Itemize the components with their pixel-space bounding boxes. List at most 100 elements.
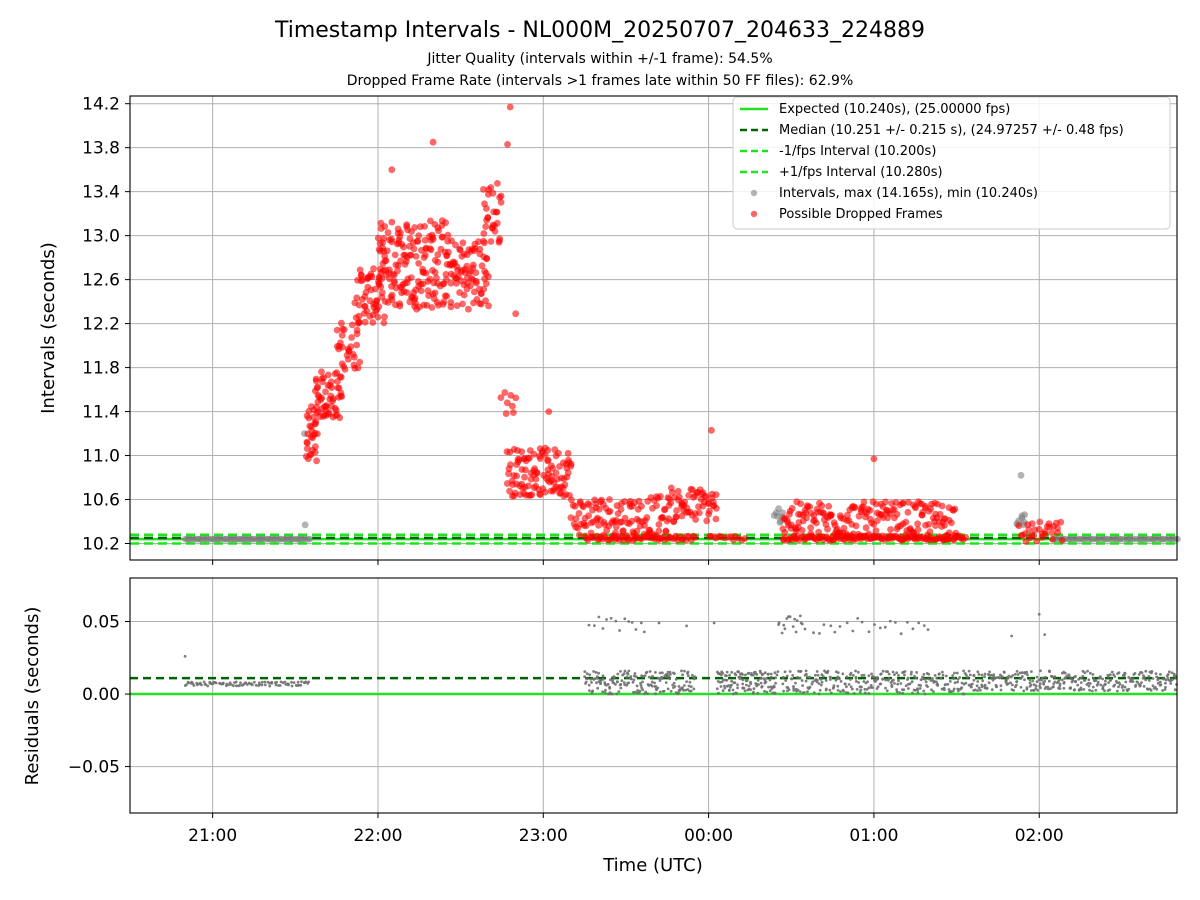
residual-point	[656, 676, 660, 680]
residual-point	[935, 676, 939, 680]
residual-point	[824, 679, 828, 682]
residual-point	[829, 624, 833, 628]
residual-point	[641, 688, 645, 692]
dropped-frame-point	[872, 500, 880, 508]
residual-point	[810, 682, 814, 686]
residual-point	[664, 681, 668, 684]
residual-point	[923, 678, 927, 681]
dropped-frame-point	[412, 253, 420, 260]
dropped-frame-point	[1041, 530, 1049, 538]
residual-point	[608, 686, 612, 690]
residual-point	[721, 671, 725, 675]
dropped-frame-point	[914, 520, 921, 528]
residual-point	[990, 688, 994, 692]
residual-point	[849, 671, 853, 675]
residual-point	[819, 683, 823, 687]
dropped-frame-point	[741, 535, 749, 542]
dropped-frame-point	[927, 505, 935, 513]
residual-point	[999, 673, 1002, 677]
dropped-frame-point	[381, 223, 389, 230]
residual-point	[971, 682, 974, 686]
intervals-y-tick-label: 14.2	[82, 95, 120, 115]
dropped-frame-point	[512, 394, 520, 402]
dropped-frame-point	[504, 141, 511, 148]
residual-point	[1070, 680, 1074, 684]
residual-point	[782, 689, 785, 693]
dropped-frame-point	[502, 410, 510, 417]
residual-point	[1142, 674, 1145, 677]
residual-point	[784, 679, 788, 682]
residual-point	[781, 682, 785, 686]
dropped-frame-point	[702, 492, 710, 500]
residual-point	[952, 687, 956, 691]
legend: Expected (10.240s), (25.00000 fps) Media…	[732, 96, 1171, 230]
dropped-frame-point	[938, 502, 946, 510]
residual-point	[300, 680, 303, 684]
residual-point	[589, 677, 593, 681]
residual-point	[1079, 688, 1083, 691]
residual-point	[812, 631, 815, 635]
dropped-frame-point	[926, 528, 934, 535]
residual-point	[662, 689, 666, 693]
residual-point	[619, 686, 623, 690]
residual-point	[980, 683, 984, 687]
residual-point	[960, 681, 964, 685]
dropped-frame-point	[388, 291, 396, 299]
residual-point	[1158, 680, 1162, 684]
dropped-frame-point	[407, 274, 415, 281]
dropped-frame-point	[501, 389, 509, 396]
residual-point	[794, 681, 797, 685]
dropped-frame-point	[482, 297, 489, 305]
dropped-frame-point	[429, 235, 437, 243]
dropped-frame-point	[411, 224, 418, 231]
residual-point	[1053, 675, 1057, 679]
residual-point	[849, 685, 853, 689]
residual-point	[635, 684, 639, 688]
residual-point	[1039, 686, 1042, 690]
residual-point	[805, 672, 808, 676]
residual-point	[956, 677, 960, 681]
residual-point	[1087, 684, 1091, 688]
residual-point	[856, 617, 860, 620]
residual-point	[1029, 683, 1033, 687]
residual-point	[1011, 683, 1014, 687]
residual-point	[1049, 687, 1052, 691]
residual-point	[1022, 689, 1026, 693]
residual-point	[763, 671, 767, 675]
dropped-frame-point	[322, 388, 329, 396]
dropped-frame-point	[452, 241, 459, 249]
dropped-frame-point	[391, 251, 399, 259]
dropped-frame-point	[363, 307, 371, 315]
residual-point	[1169, 682, 1173, 685]
dropped-frame-point	[482, 280, 490, 287]
intervals-y-tick-label: 13.4	[82, 183, 120, 203]
residual-point	[804, 669, 808, 673]
residual-point	[590, 681, 593, 684]
residual-point	[596, 686, 600, 690]
residual-point	[867, 692, 871, 695]
residual-point	[297, 683, 301, 687]
residual-point	[234, 680, 238, 684]
residual-point	[715, 687, 719, 691]
dropped-frame-point	[338, 393, 346, 400]
residual-point	[891, 670, 895, 674]
residual-point	[604, 688, 607, 692]
interval-point	[306, 535, 314, 543]
residual-point	[1147, 675, 1151, 678]
dropped-frame-point	[575, 531, 583, 539]
residual-point	[1145, 687, 1149, 691]
dropped-frame-point	[459, 300, 466, 308]
dropped-frame-point	[440, 298, 448, 306]
dropped-frame-point	[470, 288, 478, 296]
residuals-panel: 21:00 22:00 23:00 00:00 01:00 02:00 −0.05 0.00 0…	[22, 577, 1178, 876]
dropped-frame-point	[480, 285, 488, 293]
dropped-frame-point	[840, 524, 848, 532]
residual-point	[601, 677, 605, 681]
residual-point	[918, 687, 922, 690]
dropped-frame-point	[443, 292, 451, 300]
dropped-frame-point	[421, 251, 429, 259]
residual-point	[1135, 680, 1139, 684]
residual-point	[1032, 689, 1036, 692]
residual-point	[680, 669, 683, 673]
residual-point	[614, 683, 617, 686]
